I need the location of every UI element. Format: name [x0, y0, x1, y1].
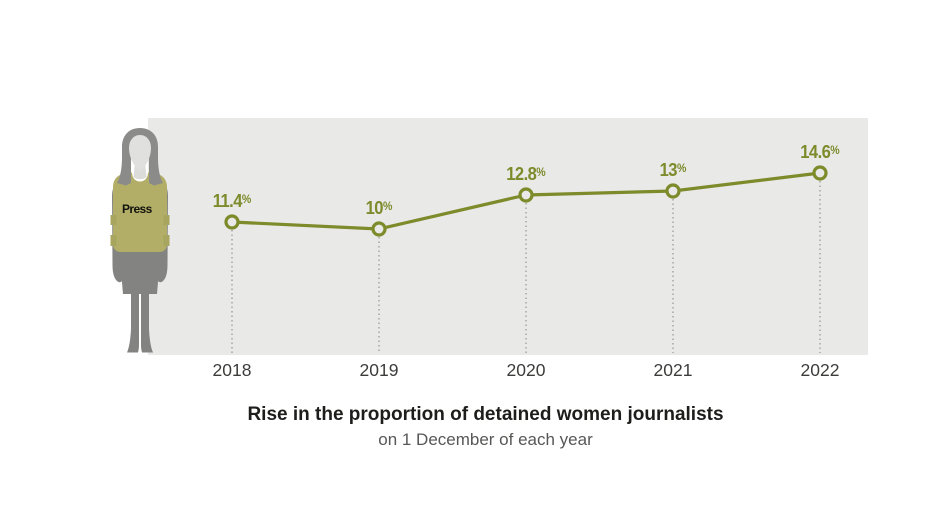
chart-panel-background: [148, 118, 868, 355]
press-vest: [113, 172, 167, 252]
face: [129, 135, 151, 172]
skirt: [119, 247, 161, 294]
data-point-marker: [224, 214, 240, 230]
vest-tab: [110, 215, 117, 225]
vest-tab: [110, 235, 117, 246]
vest-tab: [163, 235, 170, 246]
chart-title: Rise in the proportion of detained women…: [247, 404, 724, 425]
chart-subtitle: on 1 December of each year: [378, 429, 593, 449]
data-point-marker: [371, 221, 387, 237]
data-point-marker: [812, 165, 828, 181]
title-block: Rise in the proportion of detained women…: [16, 404, 939, 450]
left-leg: [127, 287, 139, 353]
woman-journalist-illustration: Press: [110, 128, 170, 353]
data-point-marker: [518, 187, 534, 203]
press-vest-label: Press: [122, 202, 153, 216]
right-leg: [141, 287, 153, 353]
vest-tab: [163, 215, 170, 225]
data-point-marker: [665, 183, 681, 199]
